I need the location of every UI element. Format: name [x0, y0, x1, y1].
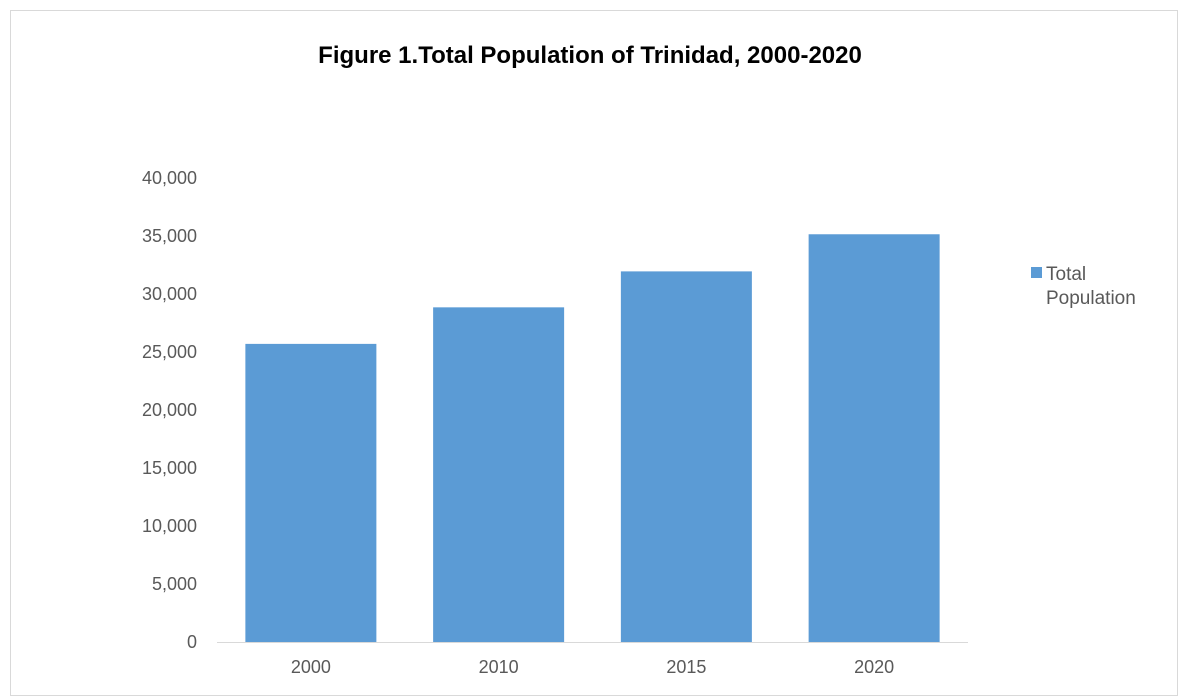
bar-2020 [808, 234, 940, 642]
bar-2000 [245, 343, 377, 642]
y-tick-label: 35,000 [142, 226, 197, 246]
x-tick-label: 2015 [666, 657, 706, 677]
y-tick-label: 0 [187, 632, 197, 652]
x-tick-label: 2020 [854, 657, 894, 677]
x-tick-label: 2010 [479, 657, 519, 677]
y-tick-label: 15,000 [142, 458, 197, 478]
y-tick-label: 10,000 [142, 516, 197, 536]
bar-2010 [433, 307, 565, 642]
x-tick-label: 2000 [291, 657, 331, 677]
legend-label: Total [1046, 264, 1086, 285]
chart-frame [10, 10, 1178, 696]
legend-swatch [1031, 267, 1042, 278]
y-tick-label: 30,000 [142, 284, 197, 304]
legend-label: Population [1046, 288, 1136, 309]
y-tick-label: 5,000 [152, 574, 197, 594]
y-tick-label: 25,000 [142, 342, 197, 362]
bar-2015 [620, 271, 752, 642]
legend: Total Population [1031, 264, 1136, 309]
y-tick-label: 40,000 [142, 168, 197, 188]
y-tick-label: 20,000 [142, 400, 197, 420]
chart-title: Figure 1.Total Population of Trinidad, 2… [318, 42, 862, 69]
